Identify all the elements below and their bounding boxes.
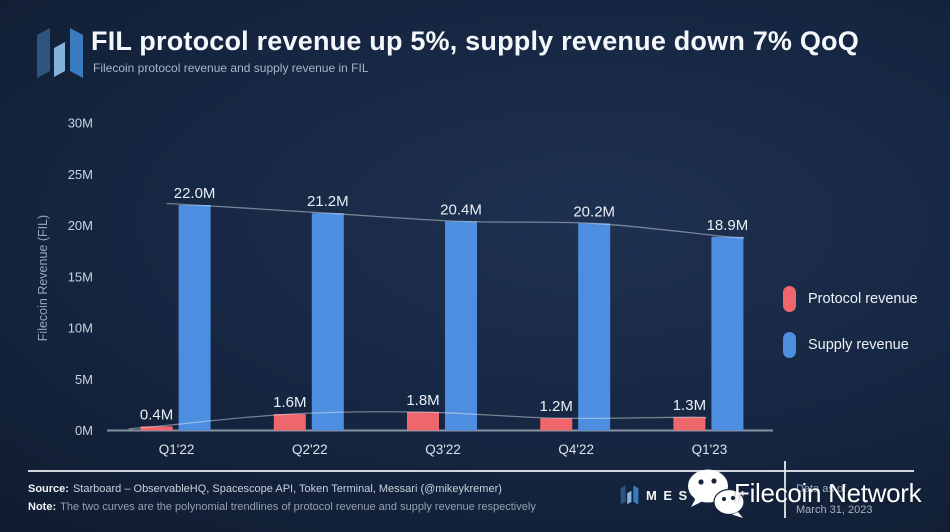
- data-as-of-label: Data as of: [796, 483, 847, 495]
- y-tick-label: 25M: [68, 167, 93, 182]
- messari-logo-right-shard: [70, 28, 83, 78]
- footer-divider: [28, 470, 914, 472]
- y-tick-label: 0M: [75, 423, 93, 438]
- bar-value-label: 1.2M: [540, 398, 573, 415]
- source-line: Source: Starboard – ObservableHQ, Spacesc…: [28, 483, 502, 495]
- bar-supply-revenue-Q4'22: [578, 223, 611, 431]
- bar-protocol-revenue-Q1'22: [140, 426, 173, 431]
- messari-logo-left-shard: [37, 28, 50, 78]
- bar-value-label: 20.4M: [440, 201, 482, 218]
- source-text: Starboard – ObservableHQ, Spacescope API…: [72, 483, 502, 495]
- data-as-of-date: March 31, 2023: [796, 504, 873, 516]
- x-tick-label: Q3'22: [425, 442, 461, 457]
- bar-protocol-revenue-Q2'22: [273, 414, 306, 431]
- chart-legend: Protocol revenue Supply revenue: [783, 286, 918, 378]
- messari-logo: [37, 28, 83, 78]
- y-tick-label: 15M: [68, 269, 93, 284]
- wechat-eye: [721, 496, 727, 502]
- watermark-text: Filecoin Network: [734, 477, 922, 508]
- supply-revenue-swatch: [783, 332, 796, 358]
- page-title: FIL protocol revenue up 5%, supply reven…: [91, 26, 859, 56]
- wechat-eye: [698, 479, 704, 485]
- wechat-small-bubble-tail: [732, 512, 743, 518]
- x-tick-label: Q1'22: [159, 442, 195, 457]
- y-tick-label: 10M: [68, 321, 93, 336]
- bar-supply-revenue-Q1'23: [711, 236, 744, 431]
- bar-value-label: 1.3M: [673, 397, 706, 414]
- bar-value-label: 18.9M: [707, 217, 749, 234]
- wechat-eye: [730, 495, 736, 501]
- bar-value-label: 21.2M: [307, 193, 349, 210]
- bar-supply-revenue-Q1'22: [178, 205, 211, 431]
- bar-supply-revenue-Q2'22: [311, 213, 344, 431]
- footer-vertical-divider: [784, 461, 786, 518]
- messari-logo-small: [620, 485, 639, 505]
- bar-protocol-revenue-Q4'22: [540, 418, 573, 431]
- legend-label: Protocol revenue: [808, 291, 918, 307]
- x-tick-label: Q1'23: [692, 442, 728, 457]
- y-tick-label: 30M: [68, 116, 93, 131]
- protocol-revenue-swatch: [783, 286, 796, 312]
- y-tick-label: 5M: [75, 372, 93, 387]
- x-tick-label: Q4'22: [558, 442, 594, 457]
- source-label: Source:: [28, 483, 69, 495]
- wechat-big-bubble-tail: [691, 498, 703, 507]
- trendline-supply-revenue: [166, 202, 745, 239]
- page-subtitle: Filecoin protocol revenue and supply rev…: [93, 61, 369, 75]
- note-text: The two curves are the polynomial trendl…: [60, 501, 536, 513]
- y-tick-label: 20M: [68, 218, 93, 233]
- bar-supply-revenue-Q3'22: [445, 221, 477, 431]
- bar-value-label: 0.4M: [140, 406, 173, 423]
- data-as-of: Data as of March 31, 2023: [796, 482, 872, 518]
- wechat-icon: [688, 469, 745, 518]
- bar-value-label: 22.0M: [174, 185, 216, 202]
- bar-protocol-revenue-Q1'23: [673, 417, 706, 431]
- trendline-protocol-revenue: [128, 411, 707, 430]
- logo-shard: [633, 485, 639, 505]
- x-tick-label: Q2'22: [292, 442, 328, 457]
- bar-value-label: 20.2M: [573, 203, 615, 220]
- note-line: Note: The two curves are the polynomial t…: [28, 501, 536, 513]
- legend-item-supply-revenue: Supply revenue: [783, 332, 918, 358]
- messari-logo-middle-shard: [54, 42, 65, 77]
- legend-item-protocol-revenue: Protocol revenue: [783, 286, 918, 312]
- y-axis-title: Filecoin Revenue (FIL): [36, 215, 50, 341]
- logo-shard: [620, 485, 626, 505]
- bar-value-label: 1.8M: [406, 392, 439, 409]
- wechat-small-bubble: [713, 488, 745, 516]
- bar-protocol-revenue-Q3'22: [407, 412, 439, 431]
- bar-value-label: 1.6M: [273, 394, 306, 411]
- logo-shard: [627, 490, 632, 505]
- legend-label: Supply revenue: [808, 337, 909, 353]
- wechat-watermark: Filecoin Network: [683, 466, 922, 520]
- note-label: Note:: [28, 501, 57, 513]
- wechat-eye: [711, 478, 717, 484]
